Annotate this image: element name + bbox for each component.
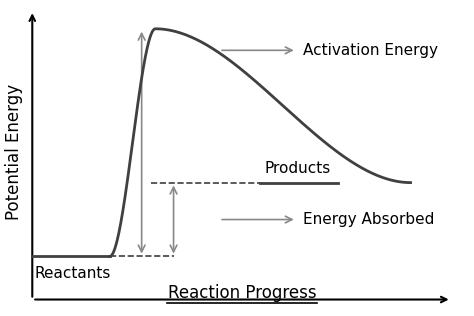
Text: Products: Products	[264, 161, 331, 176]
Text: Reaction Progress: Reaction Progress	[168, 284, 316, 302]
Text: Energy Absorbed: Energy Absorbed	[303, 212, 435, 227]
Text: Activation Energy: Activation Energy	[303, 43, 438, 58]
Text: Potential Energy: Potential Energy	[5, 84, 23, 220]
Text: Reactants: Reactants	[35, 266, 111, 281]
